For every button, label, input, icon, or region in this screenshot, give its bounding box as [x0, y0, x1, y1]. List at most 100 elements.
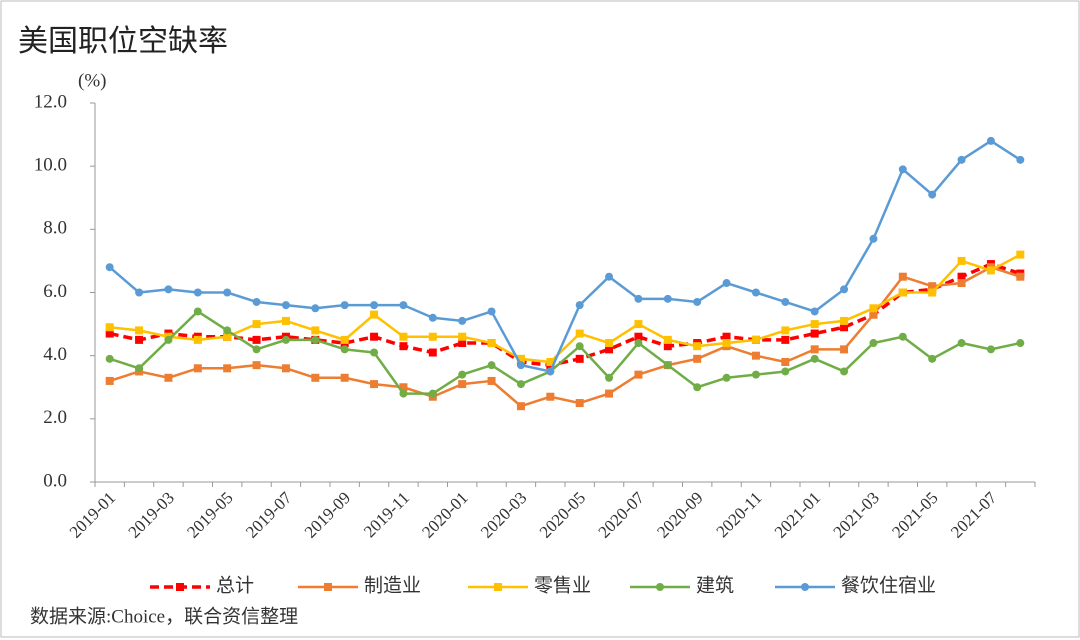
- data-point: [458, 316, 467, 325]
- data-point: [693, 297, 702, 306]
- data-point: [370, 301, 379, 310]
- legend-marker: [494, 583, 502, 591]
- data-point: [928, 282, 937, 291]
- data-point: [781, 367, 790, 376]
- data-point: [135, 335, 144, 344]
- data-point: [399, 383, 408, 392]
- data-point: [458, 370, 467, 379]
- data-point: [311, 373, 320, 382]
- data-point: [281, 301, 290, 310]
- data-point: [105, 354, 114, 363]
- data-point: [252, 361, 261, 370]
- data-point: [634, 294, 643, 303]
- data-point: [957, 256, 966, 265]
- data-point: [693, 383, 702, 392]
- series-line: [109, 262, 1021, 367]
- data-point: [252, 320, 261, 329]
- data-point: [957, 272, 966, 281]
- data-point: [487, 307, 496, 316]
- data-point: [1016, 250, 1025, 259]
- data-point: [164, 373, 173, 382]
- data-point: [781, 326, 790, 335]
- data-point: [781, 335, 790, 344]
- data-point: [370, 348, 379, 357]
- data-point: [281, 316, 290, 325]
- data-point: [869, 339, 878, 348]
- data-point: [281, 335, 290, 344]
- data-point: [663, 294, 672, 303]
- data-point: [928, 354, 937, 363]
- legend-marker: [801, 583, 809, 591]
- data-point: [105, 329, 114, 338]
- legend-marker: [176, 583, 184, 591]
- data-point: [957, 155, 966, 164]
- series-line: [108, 139, 1021, 373]
- data-point: [105, 376, 114, 385]
- data-point: [193, 307, 202, 316]
- data-point: [722, 373, 731, 382]
- data-point: [898, 288, 907, 297]
- legend-label: 建筑: [696, 574, 734, 596]
- data-point: [634, 370, 643, 379]
- data-point: [281, 364, 290, 373]
- data-point: [223, 326, 232, 335]
- data-point: [810, 307, 819, 316]
- data-point: [986, 345, 995, 354]
- data-point: [605, 389, 614, 398]
- data-point: [546, 392, 555, 401]
- y-tick-label: 10.0: [34, 155, 67, 176]
- data-point: [605, 345, 614, 354]
- data-point: [135, 326, 144, 335]
- data-point: [164, 335, 173, 344]
- data-point: [458, 380, 467, 389]
- data-point: [928, 288, 937, 297]
- data-point: [193, 364, 202, 373]
- data-point: [722, 332, 731, 341]
- data-point: [663, 361, 672, 370]
- series-line: [109, 310, 1021, 395]
- data-point: [810, 329, 819, 338]
- data-point: [986, 136, 995, 145]
- data-point: [428, 389, 437, 398]
- data-point: [370, 310, 379, 319]
- data-point: [781, 357, 790, 366]
- data-point: [869, 304, 878, 313]
- data-point: [340, 335, 349, 344]
- data-point: [575, 399, 584, 408]
- data-point: [898, 165, 907, 174]
- y-axis-label: (%): [78, 70, 106, 91]
- data-point: [223, 288, 232, 297]
- data-point: [898, 272, 907, 281]
- data-point: [810, 345, 819, 354]
- data-point: [1016, 339, 1025, 348]
- data-point: [957, 339, 966, 348]
- y-tick-label: 6.0: [43, 281, 67, 302]
- data-point: [458, 332, 467, 341]
- data-point: [957, 279, 966, 288]
- data-point: [370, 380, 379, 389]
- series-line: [109, 265, 1021, 408]
- data-point: [428, 313, 437, 322]
- data-point: [135, 288, 144, 297]
- data-point: [223, 332, 232, 341]
- data-point: [634, 320, 643, 329]
- data-point: [663, 335, 672, 344]
- data-point: [428, 332, 437, 341]
- data-point: [399, 332, 408, 341]
- y-tick-label: 8.0: [43, 218, 67, 239]
- data-point: [223, 364, 232, 373]
- data-point: [487, 376, 496, 385]
- data-point: [546, 367, 555, 376]
- data-point: [605, 272, 614, 281]
- source: 数据来源:Choice，联合资信整理: [30, 605, 298, 627]
- data-point: [1016, 155, 1025, 164]
- y-tick-label: 4.0: [43, 344, 67, 365]
- data-point: [164, 285, 173, 294]
- data-point: [252, 335, 261, 344]
- data-point: [428, 348, 437, 357]
- data-point: [928, 190, 937, 199]
- data-point: [516, 402, 525, 411]
